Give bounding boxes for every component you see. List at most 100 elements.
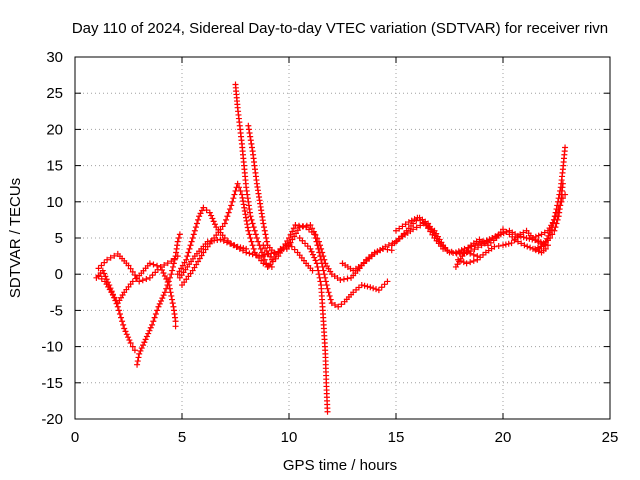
data-point bbox=[171, 256, 178, 263]
data-point bbox=[475, 241, 482, 248]
data-point bbox=[146, 260, 153, 267]
data-point bbox=[302, 240, 309, 247]
data-point bbox=[534, 238, 541, 245]
data-point bbox=[170, 260, 177, 267]
data-point bbox=[263, 260, 270, 267]
data-point bbox=[402, 221, 409, 228]
data-point bbox=[337, 276, 344, 283]
data-point bbox=[149, 321, 156, 328]
data-point bbox=[322, 278, 329, 285]
data-point bbox=[146, 274, 153, 281]
data-point bbox=[111, 252, 118, 259]
data-point bbox=[167, 274, 174, 281]
data-point bbox=[169, 267, 176, 274]
data-point bbox=[155, 303, 162, 310]
data-point bbox=[246, 231, 253, 238]
data-point bbox=[158, 297, 165, 304]
y-tick-label: -10 bbox=[41, 339, 63, 356]
data-point bbox=[396, 225, 403, 232]
data-point bbox=[249, 242, 256, 249]
data-point bbox=[129, 278, 136, 285]
data-point bbox=[388, 247, 395, 254]
data-point bbox=[132, 275, 139, 282]
data-point bbox=[139, 277, 146, 284]
data-point bbox=[223, 216, 230, 223]
data-point bbox=[535, 232, 542, 239]
data-point bbox=[292, 221, 299, 228]
data-point bbox=[492, 233, 499, 240]
data-series bbox=[93, 81, 569, 415]
data-point bbox=[309, 251, 316, 258]
series-track-7 bbox=[176, 236, 292, 281]
chart-title: Day 110 of 2024, Sidereal Day-to-day VTE… bbox=[72, 20, 608, 37]
data-point bbox=[249, 251, 256, 258]
data-point bbox=[186, 245, 193, 252]
data-point bbox=[332, 301, 339, 308]
data-point bbox=[115, 307, 122, 314]
data-point bbox=[521, 242, 528, 249]
data-point bbox=[95, 273, 102, 280]
data-point bbox=[557, 202, 564, 209]
data-point bbox=[101, 270, 108, 277]
data-point bbox=[289, 228, 296, 235]
data-point bbox=[198, 252, 205, 259]
data-point bbox=[307, 221, 314, 228]
data-point bbox=[384, 278, 391, 285]
y-tick-label: -20 bbox=[41, 411, 63, 428]
x-axis-label: GPS time / hours bbox=[283, 457, 397, 474]
data-point bbox=[252, 231, 259, 238]
data-point bbox=[497, 231, 504, 238]
x-tick-label: 5 bbox=[178, 429, 186, 446]
data-point bbox=[299, 237, 306, 244]
data-point bbox=[243, 249, 250, 256]
data-point bbox=[304, 243, 311, 250]
data-point bbox=[225, 209, 232, 216]
data-point bbox=[470, 257, 477, 264]
data-point bbox=[319, 263, 326, 270]
data-point bbox=[307, 245, 314, 252]
data-point bbox=[320, 267, 327, 274]
data-point bbox=[381, 281, 388, 288]
data-point bbox=[272, 255, 279, 262]
data-point bbox=[95, 265, 102, 272]
data-point bbox=[364, 283, 371, 290]
data-point bbox=[152, 311, 159, 318]
data-point bbox=[500, 242, 506, 249]
data-point bbox=[315, 271, 322, 278]
data-point bbox=[203, 207, 210, 214]
data-point bbox=[293, 230, 300, 237]
data-point bbox=[134, 361, 141, 368]
data-point bbox=[455, 248, 462, 255]
series-track-9 bbox=[245, 122, 278, 256]
data-point bbox=[545, 232, 552, 239]
data-point bbox=[224, 213, 231, 220]
data-point bbox=[193, 220, 200, 227]
data-point bbox=[259, 249, 266, 256]
data-point bbox=[263, 238, 270, 245]
data-point bbox=[190, 231, 197, 238]
data-point bbox=[98, 262, 105, 269]
data-point bbox=[116, 311, 123, 318]
data-point bbox=[210, 218, 217, 225]
data-point bbox=[175, 235, 182, 241]
data-point bbox=[520, 234, 527, 241]
data-point bbox=[309, 225, 316, 232]
data-point bbox=[514, 232, 521, 239]
data-point bbox=[517, 233, 524, 240]
data-point bbox=[249, 220, 256, 227]
data-point bbox=[165, 278, 172, 285]
data-point bbox=[326, 292, 333, 299]
data-point bbox=[317, 278, 324, 285]
data-point bbox=[524, 243, 531, 250]
y-tick-label: -5 bbox=[50, 302, 63, 319]
data-point bbox=[278, 247, 285, 254]
data-point bbox=[562, 144, 569, 151]
data-point bbox=[230, 195, 237, 202]
data-point bbox=[107, 254, 114, 261]
data-point bbox=[320, 253, 327, 260]
data-point bbox=[263, 235, 270, 241]
data-point bbox=[500, 230, 507, 237]
data-point bbox=[327, 296, 334, 303]
y-axis-label: SDTVAR / TECUs bbox=[7, 178, 24, 298]
data-point bbox=[523, 235, 530, 241]
